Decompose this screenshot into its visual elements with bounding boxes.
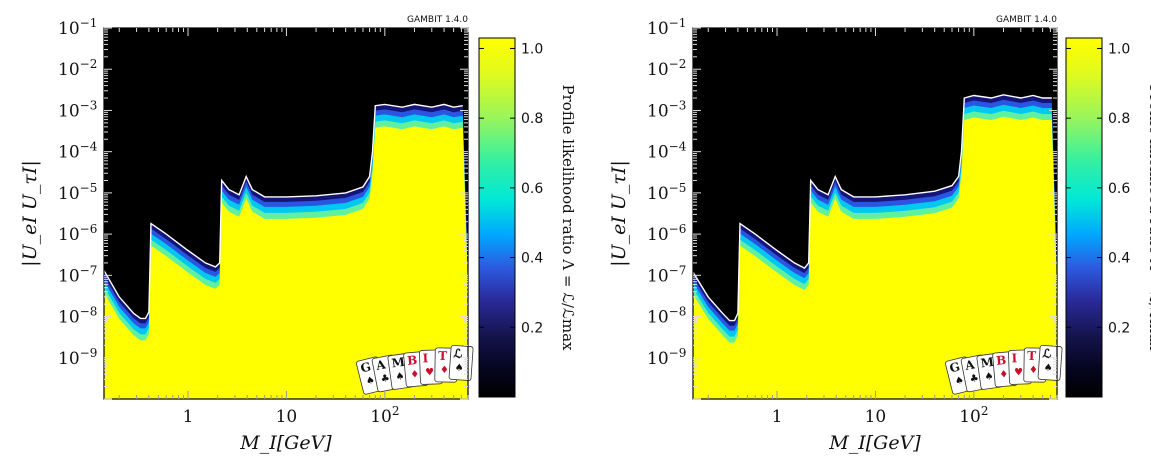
colorbar-tick-label: 1.0: [1108, 41, 1130, 57]
y-tick-label: 10−7: [647, 263, 686, 286]
x-tick-label: 102: [370, 404, 399, 427]
y-tick-label: 10−3: [647, 98, 686, 121]
y-tick-label: 10−3: [58, 98, 97, 121]
x-tick-label: 1: [183, 407, 194, 427]
x-tick-label: 1: [772, 407, 783, 427]
colorbar-gradient: [478, 37, 516, 398]
y-tick-label: 10−4: [58, 140, 98, 163]
y-tick-label: 10−4: [647, 140, 687, 163]
colorbar-tick-label: 0.6: [1108, 181, 1130, 197]
logo-suit: ♥: [1014, 367, 1023, 378]
logo-card: ℒ♠: [1037, 344, 1063, 381]
logo-suit: ♠: [1043, 363, 1053, 375]
colorbar-title: Profile likelihood ratio Λ = ℒ/ℒmax: [1146, 85, 1151, 351]
confidence-contour: [693, 94, 1052, 322]
colorbar: 0.2 0.4 0.6 0.8 1.0 Profile likelihood ratio …: [478, 37, 577, 398]
logo-letter: B: [407, 353, 418, 368]
y-axis-title: |U_eI U_τI|: [608, 160, 630, 267]
axis-ticks: [104, 27, 469, 400]
x-tick-label: 10: [276, 407, 298, 427]
logo-letter: ℒ: [1042, 346, 1052, 361]
logo-suit: ♥: [425, 367, 434, 378]
y-tick-label: 10−9: [647, 346, 686, 369]
y-tick-label: 10−9: [58, 346, 97, 369]
logo-suit: ♠: [984, 371, 994, 383]
logo-letter: T: [438, 349, 447, 363]
logo-suit: ♣: [380, 373, 391, 386]
y-tick-label: 10−5: [647, 181, 686, 204]
gambit-logo: G♠A♣M♠B♦I♥T♦ℒ♠: [945, 344, 1063, 395]
logo-letter: A: [963, 357, 976, 373]
confidence-contour: [104, 103, 463, 320]
logo-letter: B: [996, 353, 1007, 368]
y-tick-label: 10−1: [647, 16, 686, 39]
colorbar-tick-label: 0.8: [1108, 111, 1130, 127]
chart-panel-1: G♠A♣M♠B♦I♥T♦ℒ♠1 10 10210−910−810−710−610−5…: [19, 15, 577, 454]
logo-suit: ♠: [954, 375, 965, 388]
logo-letter: G: [359, 359, 372, 375]
version-label: GAMBIT 1.4.0: [407, 15, 468, 25]
logo-suit: ♦: [999, 369, 1009, 381]
logo-letter: ℒ: [453, 346, 463, 361]
y-tick-label: 10−7: [58, 263, 97, 286]
y-tick-label: 10−6: [647, 222, 686, 245]
logo-suit: ♦: [1029, 365, 1038, 376]
x-tick-label: 10: [865, 407, 887, 427]
colorbar-tick-label: 1.0: [521, 41, 543, 57]
y-tick-label: 10−2: [58, 57, 97, 80]
logo-suit: ♦: [410, 369, 420, 381]
y-tick-label: 10−6: [58, 222, 97, 245]
logo-letter: I: [1011, 351, 1017, 365]
logo-suit: ♠: [395, 371, 405, 383]
logo-letter: M: [391, 355, 406, 371]
colorbar-tick-label: 0.4: [521, 251, 543, 267]
logo-letter: M: [980, 355, 995, 371]
heatmap-area: [104, 28, 468, 399]
y-axis-title: |U_eI U_τI|: [19, 160, 41, 267]
logo-suit: ♠: [454, 363, 464, 375]
version-label: GAMBIT 1.4.0: [996, 15, 1057, 25]
logo-letter: G: [948, 359, 961, 375]
y-tick-label: 10−1: [58, 16, 97, 39]
logo-suit: ♦: [440, 365, 449, 376]
heatmap-area: [693, 28, 1057, 399]
y-tick-label: 10−5: [58, 181, 97, 204]
allowed-region: [693, 116, 1057, 399]
logo-suit: ♣: [969, 373, 980, 386]
x-axis-title: M_I[GeV]: [828, 432, 921, 454]
allowed-region: [104, 126, 468, 399]
colorbar-tick-label: 0.4: [1108, 251, 1130, 267]
axis-ticks: [693, 27, 1058, 400]
y-tick-label: 10−2: [647, 57, 686, 80]
x-axis-title: M_I[GeV]: [239, 432, 332, 454]
colorbar-tick-label: 0.2: [521, 320, 543, 336]
colorbar-tick-label: 0.2: [1108, 320, 1130, 336]
logo-letter: A: [374, 357, 387, 373]
x-tick-label: 102: [959, 404, 988, 427]
colorbar-gradient: [1065, 37, 1103, 398]
y-tick-label: 10−8: [647, 305, 686, 328]
logo-card: ℒ♠: [448, 344, 474, 381]
chart-panel-2: G♠A♣M♠B♦I♥T♦ℒ♠1 10 10210−910−810−710−610−5…: [608, 15, 1151, 454]
logo-letter: T: [1027, 349, 1036, 363]
logo-letter: I: [422, 351, 428, 365]
colorbar: 0.2 0.4 0.6 0.8 1.0 Profile likelihood ratio …: [1065, 37, 1151, 398]
colorbar-title: Profile likelihood ratio Λ = ℒ/ℒmax: [559, 85, 577, 351]
gambit-logo: G♠A♣M♠B♦I♥T♦ℒ♠: [356, 344, 474, 395]
logo-suit: ♠: [365, 375, 376, 388]
colorbar-tick-label: 0.8: [521, 111, 543, 127]
y-tick-label: 10−8: [58, 305, 97, 328]
colorbar-tick-label: 0.6: [521, 181, 543, 197]
